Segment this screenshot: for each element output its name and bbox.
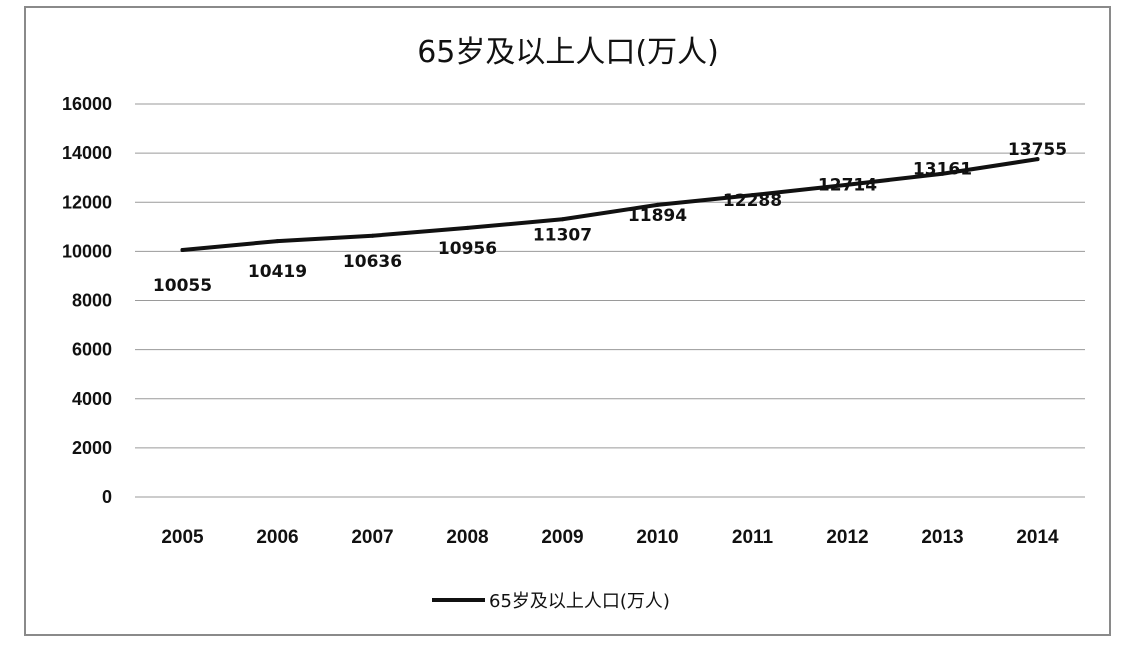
- data-label: 12714: [818, 176, 877, 196]
- gridlines: [135, 103, 1085, 498]
- x-tick-label: 2009: [541, 527, 583, 548]
- x-tick-label: 2006: [256, 527, 298, 548]
- x-tick-label: 2014: [1016, 527, 1059, 548]
- series-layer: [180, 157, 1040, 253]
- data-point: [1035, 157, 1040, 162]
- y-tick-label: 16000: [62, 94, 112, 114]
- x-tick-label: 2007: [351, 527, 393, 548]
- data-point: [275, 239, 280, 244]
- data-point: [750, 193, 755, 198]
- chart-title: 65岁及以上人口(万人): [417, 35, 719, 70]
- series-line: [180, 157, 1040, 253]
- x-tick-label: 2010: [636, 527, 678, 548]
- x-axis-ticks: 2005 2006 2007 2008 2009 2010 2011 2012 2013 2014: [161, 527, 1059, 548]
- legend: 65岁及以上人口(万人): [432, 591, 670, 612]
- x-tick-label: 2012: [826, 527, 868, 548]
- data-labels: 10055 10419 10636 10956 11307 11894 12288 12714…: [153, 140, 1067, 296]
- y-tick-label: 4000: [72, 389, 112, 409]
- data-label: 10636: [343, 252, 402, 272]
- y-tick-label: 10000: [62, 241, 112, 261]
- data-label: 10419: [248, 262, 307, 282]
- y-tick-label: 12000: [62, 192, 112, 212]
- x-tick-label: 2011: [732, 527, 774, 548]
- y-tick-label: 8000: [72, 291, 112, 311]
- data-point: [940, 171, 945, 176]
- y-tick-label: 14000: [62, 143, 112, 163]
- y-tick-label: 0: [102, 487, 112, 507]
- data-label: 13755: [1008, 140, 1067, 160]
- x-tick-label: 2008: [446, 527, 488, 548]
- data-point: [655, 202, 660, 207]
- data-point: [465, 225, 470, 230]
- data-label: 10055: [153, 276, 212, 296]
- legend-label: 65岁及以上人口(万人): [489, 591, 670, 612]
- data-point: [560, 217, 565, 222]
- data-point: [180, 248, 185, 253]
- data-label: 11894: [628, 206, 687, 226]
- y-tick-label: 6000: [72, 340, 112, 360]
- data-point: [845, 182, 850, 187]
- chart-frame: [24, 6, 1111, 636]
- x-tick-label: 2005: [161, 527, 204, 548]
- data-label: 13161: [913, 160, 972, 180]
- y-tick-label: 2000: [72, 438, 112, 458]
- data-label: 12288: [723, 191, 782, 211]
- x-tick-label: 2013: [921, 527, 963, 548]
- data-label: 10956: [438, 239, 497, 259]
- data-label: 11307: [533, 225, 592, 245]
- y-axis-ticks: 0 2000 4000 6000 8000 10000 12000 14000 16000: [62, 94, 112, 507]
- data-point: [370, 233, 375, 238]
